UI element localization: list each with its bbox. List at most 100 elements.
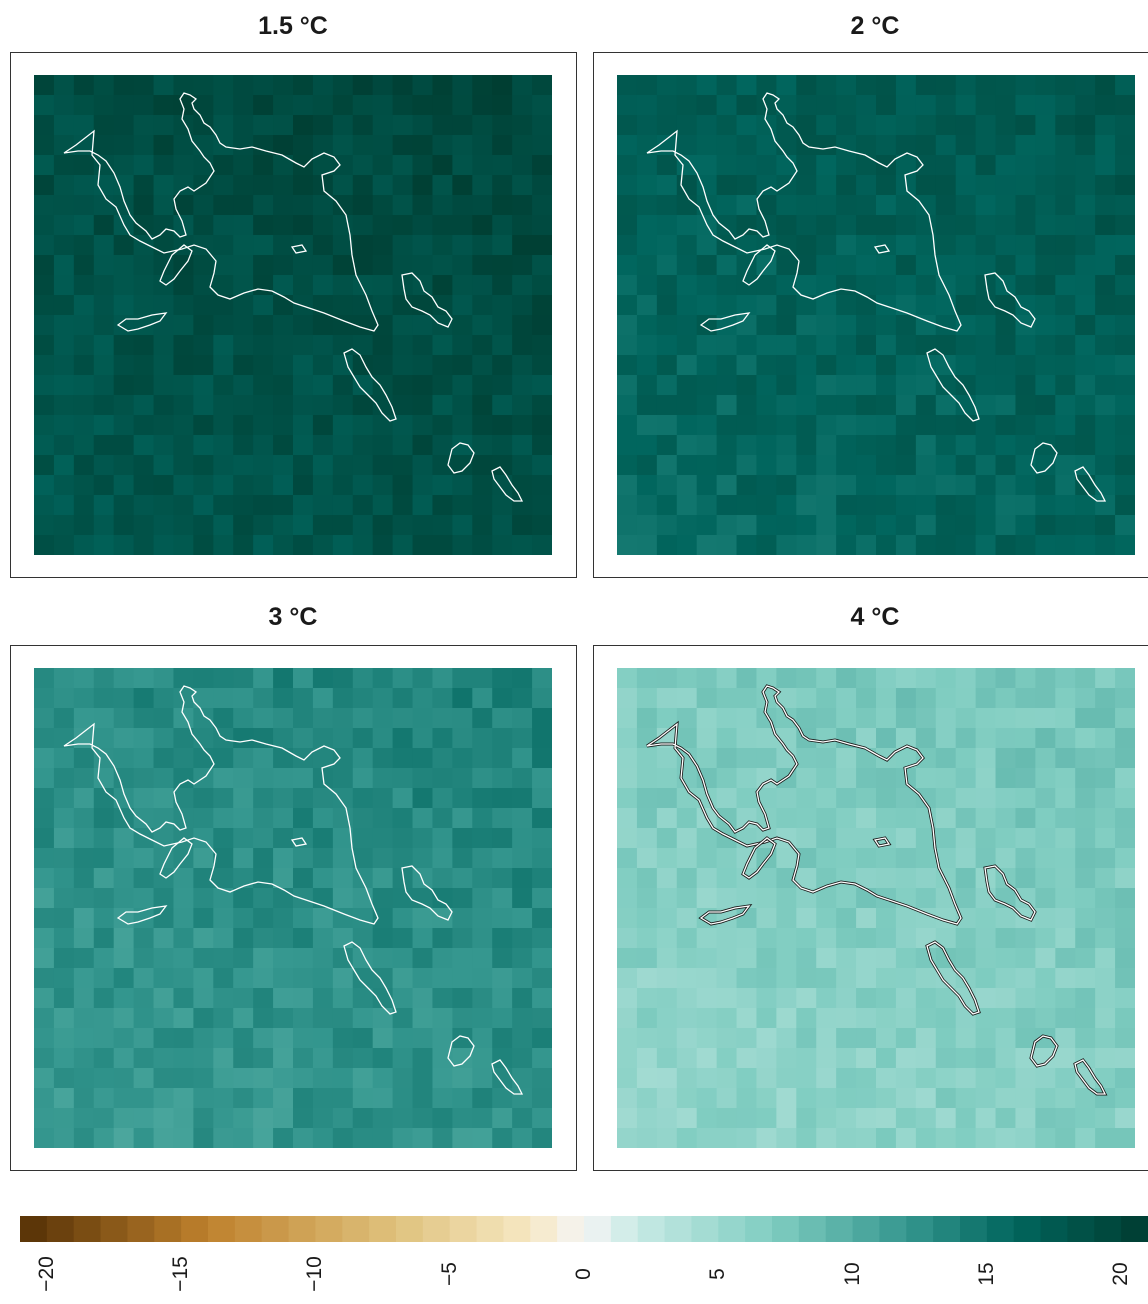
grid-cell	[1055, 75, 1076, 96]
grid-cell	[636, 395, 658, 416]
grid-cell	[432, 768, 453, 789]
grid-cell	[253, 1088, 274, 1109]
grid-cell	[636, 948, 658, 969]
grid-cell	[796, 75, 817, 96]
grid-cell	[1035, 375, 1056, 396]
grid-cell	[617, 275, 638, 296]
grid-cell	[1075, 295, 1096, 316]
grid-cell	[796, 535, 817, 555]
grid-cell	[432, 155, 453, 176]
grid-cell	[895, 1068, 917, 1089]
grid-cell	[895, 1048, 917, 1069]
grid-cell	[656, 115, 678, 136]
outline-path	[290, 837, 308, 847]
grid-cell	[512, 415, 533, 436]
grid-cell	[352, 415, 374, 436]
grid-cell	[512, 948, 533, 969]
grid-cell	[1115, 395, 1135, 416]
grid-cell	[716, 255, 738, 276]
grid-cell	[512, 788, 533, 809]
grid-cell	[332, 768, 354, 789]
grid-cell	[1055, 828, 1076, 849]
grid-cell	[796, 688, 817, 709]
grid-cell	[776, 688, 797, 709]
legend-swatch	[181, 1216, 209, 1242]
grid-cell	[392, 1088, 414, 1109]
grid-cell	[656, 968, 678, 989]
grid-cell	[1095, 908, 1116, 929]
grid-cell	[153, 495, 175, 516]
grid-cell	[492, 788, 513, 809]
grid-cell	[332, 475, 354, 496]
grid-cell	[372, 968, 394, 989]
grid-cell	[352, 275, 374, 296]
grid-cell	[756, 515, 777, 536]
grid-cell	[213, 275, 234, 296]
grid-cell	[293, 415, 314, 436]
grid-cell	[452, 988, 473, 1009]
grid-cell	[1015, 355, 1036, 376]
grid-cell	[472, 395, 493, 416]
grid-cell	[915, 315, 937, 336]
grid-cell	[472, 115, 493, 136]
grid-cell	[273, 828, 294, 849]
grid-cell	[776, 395, 797, 416]
grid-cell	[836, 1008, 857, 1029]
grid-cell	[1115, 315, 1135, 336]
grid-cell	[1075, 235, 1096, 256]
grid-cell	[617, 115, 638, 136]
grid-cell	[876, 495, 897, 516]
grid-cell	[133, 415, 155, 436]
grid-cell	[532, 1028, 552, 1049]
grid-cell	[1075, 668, 1096, 689]
grid-cell	[636, 928, 658, 949]
grid-cell	[312, 375, 334, 396]
grid-cell	[1055, 195, 1076, 216]
grid-cell	[233, 1028, 254, 1049]
grid-cell	[233, 315, 254, 336]
grid-cell	[93, 768, 115, 789]
grid-cell	[696, 395, 718, 416]
grid-cell	[915, 235, 937, 256]
grid-cell	[332, 1088, 354, 1109]
grid-cell	[492, 848, 513, 869]
grid-cell	[73, 1088, 95, 1109]
grid-cell	[153, 455, 175, 476]
grid-cell	[975, 295, 997, 316]
grid-cell	[676, 1048, 698, 1069]
grid-cell	[776, 1108, 797, 1129]
grid-cell	[676, 728, 698, 749]
grid-cell	[53, 435, 75, 456]
grid-cell	[273, 668, 294, 689]
grid-cell	[492, 155, 513, 176]
grid-cell	[372, 988, 394, 1009]
grid-cell	[756, 435, 777, 456]
grid-cell	[532, 968, 552, 989]
grid-cell	[955, 115, 977, 136]
grid-cell	[273, 435, 294, 456]
grid-cell	[856, 1088, 877, 1109]
grid-cell	[895, 315, 917, 336]
grid-cell	[312, 968, 334, 989]
grid-cell	[34, 495, 55, 516]
grid-cell	[392, 808, 414, 829]
grid-cell	[1115, 135, 1135, 156]
grid-cell	[796, 828, 817, 849]
grid-cell	[412, 928, 434, 949]
grid-cell	[816, 908, 837, 929]
grid-cell	[153, 195, 175, 216]
grid-cell	[392, 848, 414, 869]
grid-cell	[312, 195, 334, 216]
grid-cell	[1015, 1028, 1036, 1049]
grid-cell	[915, 75, 937, 96]
grid-cell	[915, 1128, 937, 1148]
grid-cell	[173, 728, 194, 749]
legend-swatch	[73, 1216, 102, 1242]
legend-tick-label: 10	[838, 1254, 868, 1294]
grid-cell	[93, 1048, 115, 1069]
grid-cell	[34, 295, 55, 316]
grid-cell	[34, 928, 55, 949]
grid-cell	[1015, 255, 1036, 276]
grid-cell	[796, 848, 817, 869]
grid-cell	[756, 495, 777, 516]
